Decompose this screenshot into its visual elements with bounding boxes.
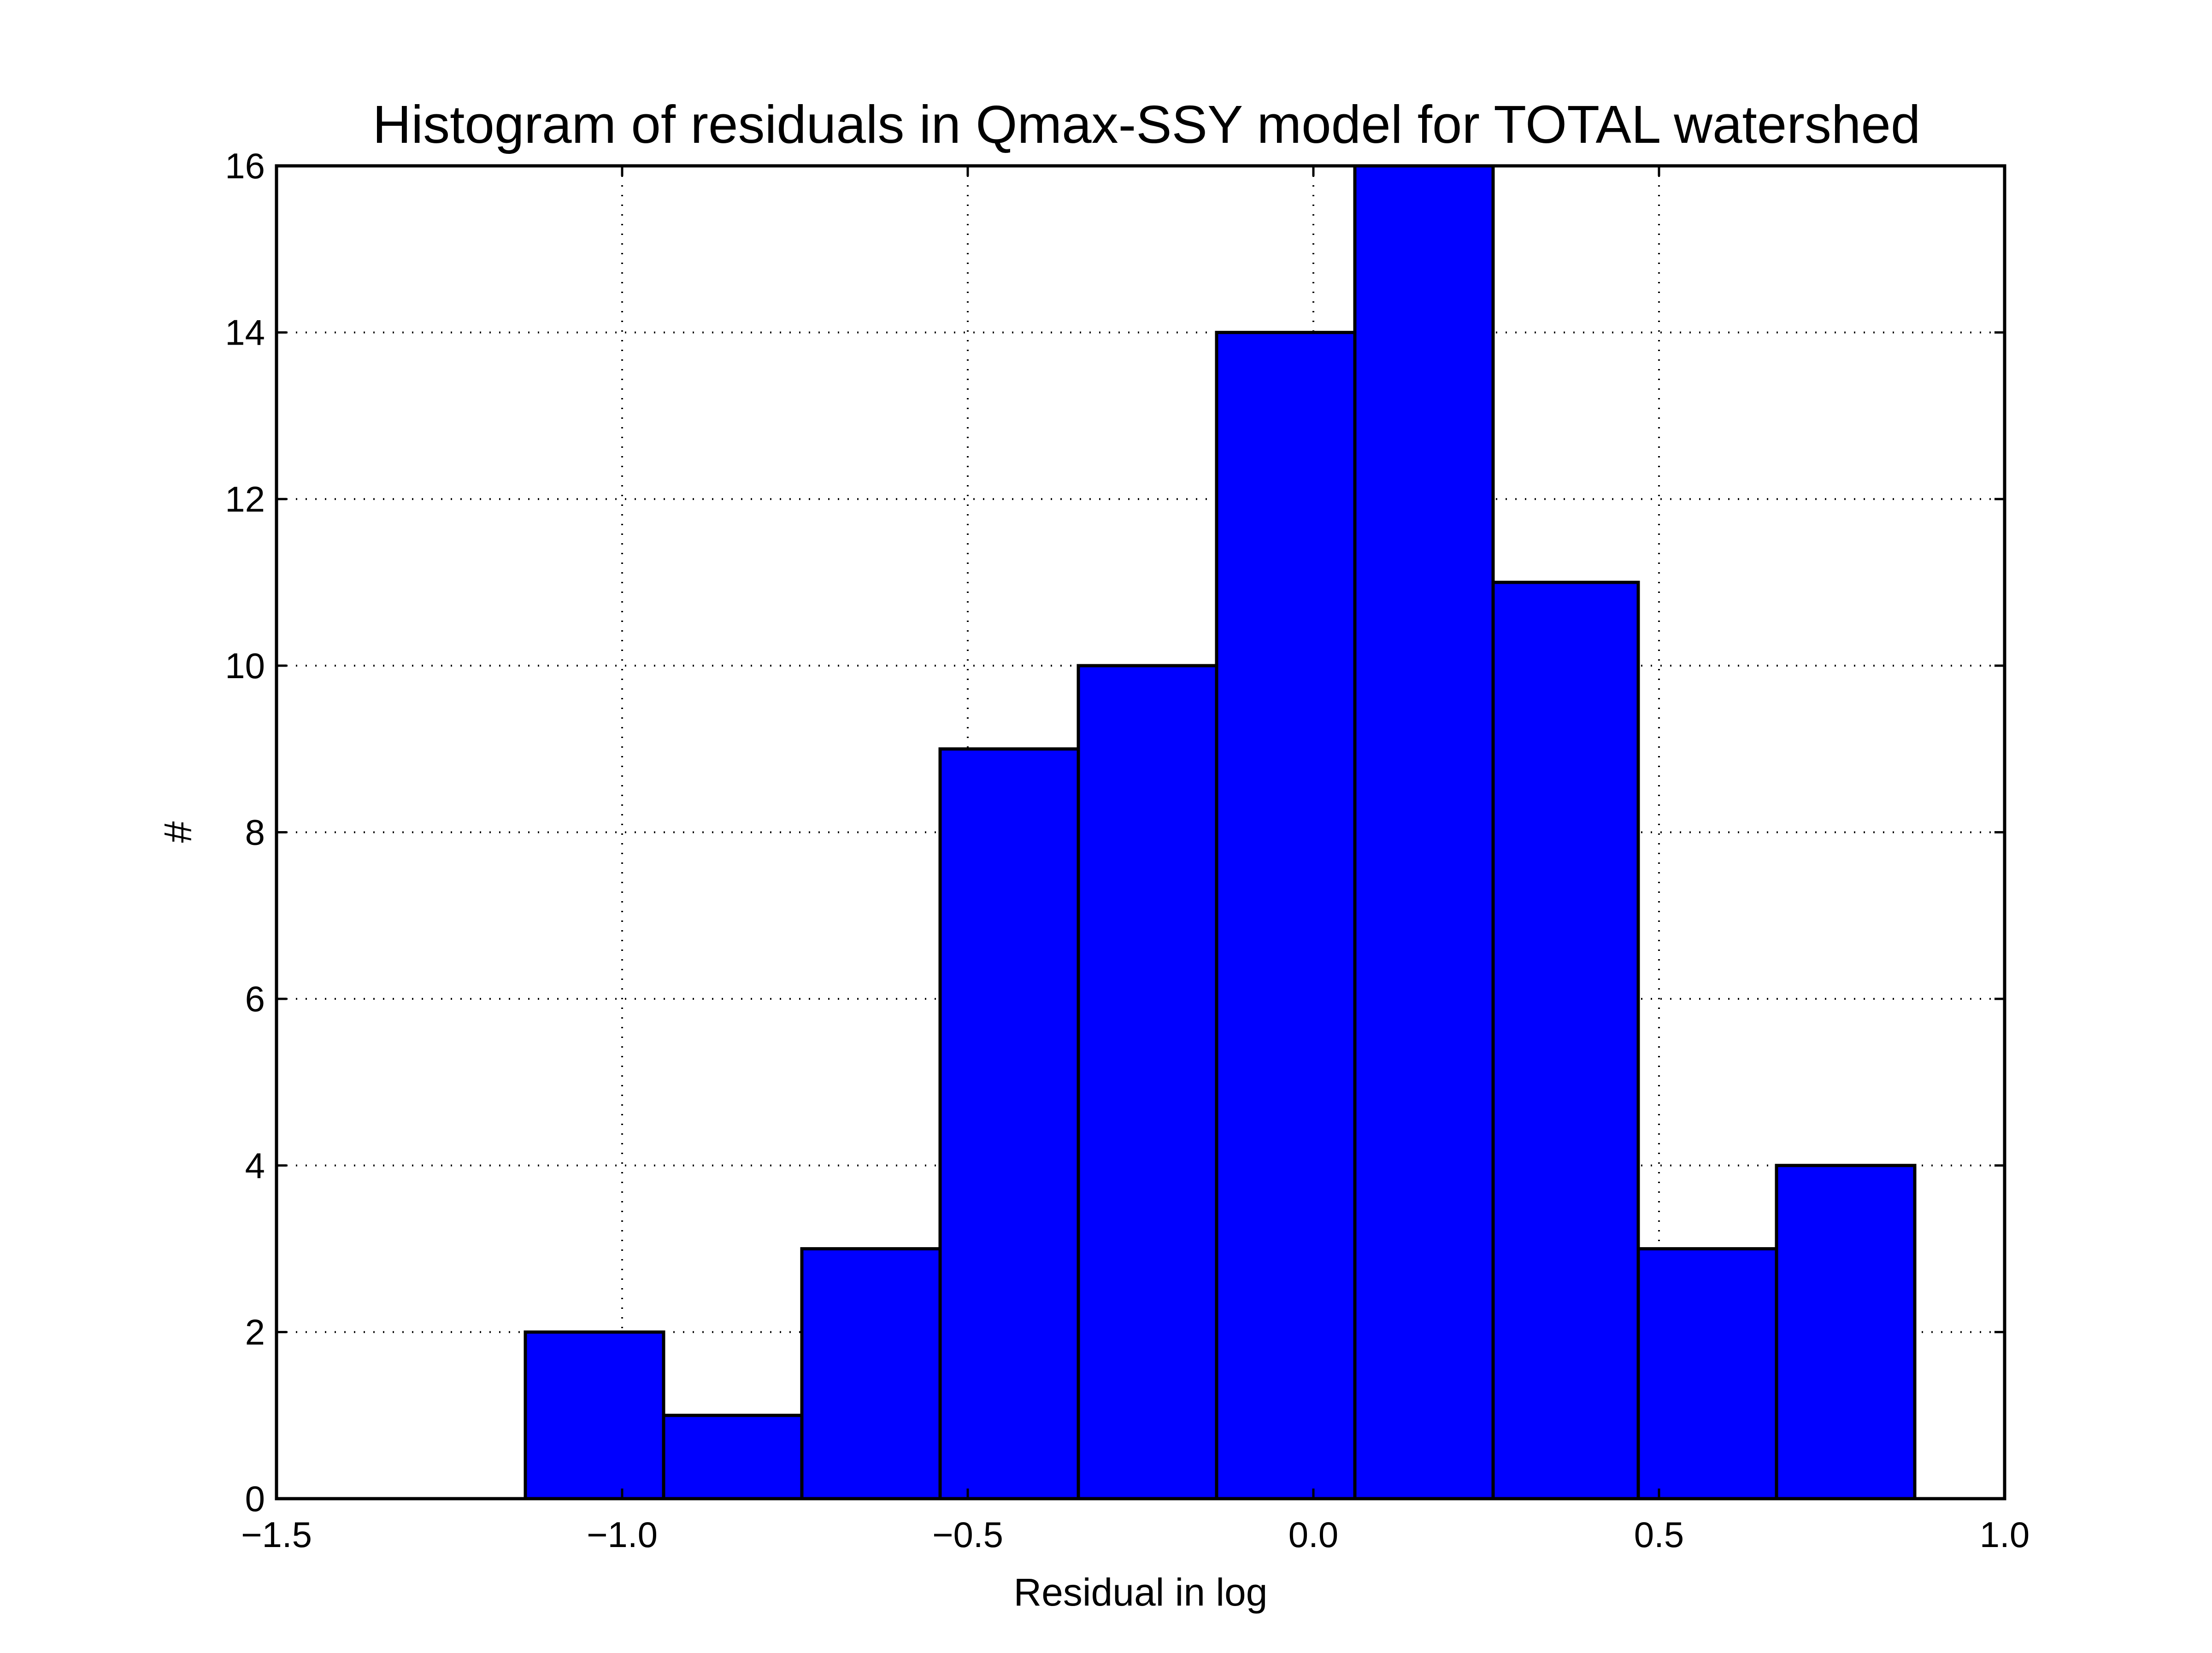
histogram-bar	[524, 1330, 665, 1501]
x-tick-label: 0.0	[1288, 1514, 1338, 1555]
histogram-bar	[800, 1247, 942, 1501]
y-tick-label: 12	[225, 479, 265, 519]
histogram-bar	[1636, 1247, 1778, 1501]
histogram-bars	[524, 164, 1917, 1501]
histogram-bar	[1215, 331, 1357, 1501]
y-tick-label: 10	[225, 645, 265, 686]
x-tick-labels: −1.5 −1.0 −0.5 0.0 0.5 1.0	[241, 1514, 2030, 1555]
axis-ticks	[275, 164, 2006, 1500]
chart-title: Histogram of residuals in Qmax-SSY model…	[373, 94, 1921, 154]
x-tick-label: −1.5	[241, 1514, 312, 1555]
x-axis-label: Residual in log	[1013, 1571, 1267, 1614]
y-tick-label: 4	[245, 1145, 265, 1186]
x-tick-label: 0.5	[1634, 1514, 1684, 1555]
y-tick-label: 0	[245, 1478, 265, 1519]
y-tick-label: 2	[245, 1312, 265, 1352]
y-tick-label: 16	[225, 146, 265, 186]
histogram-bar	[1491, 580, 1640, 1501]
x-tick-label: 1.0	[1980, 1514, 2030, 1555]
y-tick-label: 14	[225, 312, 265, 353]
histogram-bar	[1353, 164, 1495, 1501]
x-tick-label: −0.5	[932, 1514, 1003, 1555]
histogram-bar	[1077, 664, 1218, 1501]
y-tick-labels: 0 2 4 6 8 10 12 14 16	[225, 146, 265, 1519]
histogram-bar	[662, 1413, 804, 1501]
y-tick-label: 8	[245, 812, 265, 853]
x-tick-label: −1.0	[587, 1514, 658, 1555]
histogram-bar	[938, 747, 1080, 1501]
y-tick-label: 6	[245, 979, 265, 1019]
y-axis-label: #	[156, 821, 200, 843]
histogram-bar	[1775, 1164, 1917, 1501]
